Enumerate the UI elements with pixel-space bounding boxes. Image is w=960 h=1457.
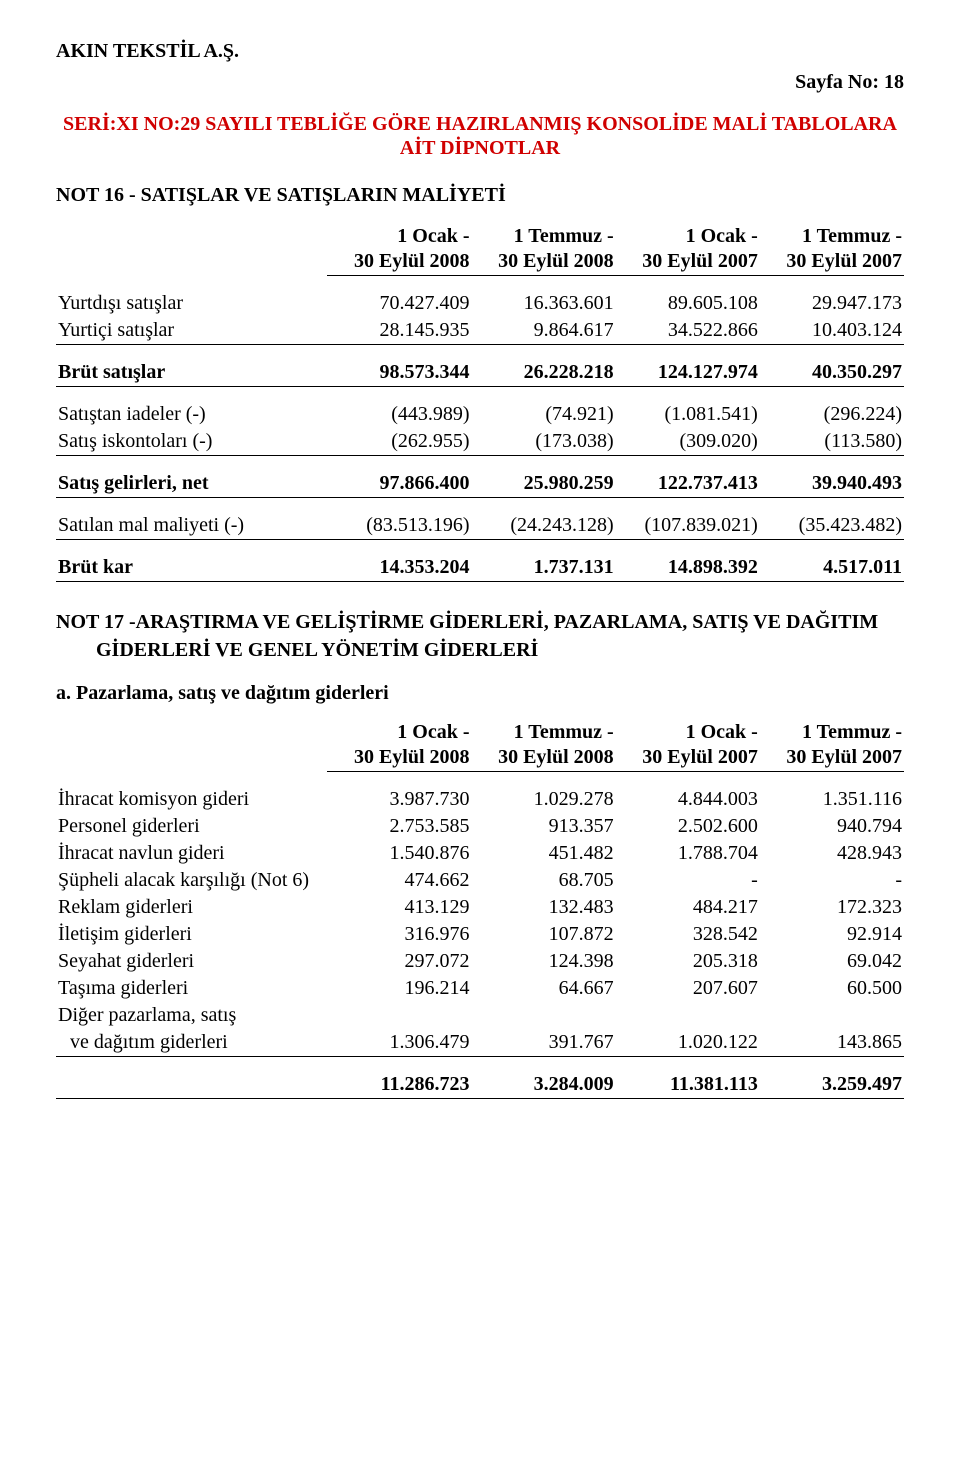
series-title-line2: AİT DİPNOTLAR xyxy=(56,137,904,160)
table-row: Satılan mal maliyeti (-) (83.513.196) (2… xyxy=(56,512,904,540)
period-header: 1 Ocak -30 Eylül 2007 xyxy=(616,719,760,772)
table-row: Satıştan iadeler (-) (443.989) (74.921) … xyxy=(56,401,904,428)
note16-heading: NOT 16 - SATIŞLAR VE SATIŞLARIN MALİYETİ xyxy=(56,184,904,207)
table-row: Yurtdışı satışlar 70.427.409 16.363.601 … xyxy=(56,290,904,317)
series-title-line1: SERİ:XI NO:29 SAYILI TEBLİĞE GÖRE HAZIRL… xyxy=(56,112,904,137)
note16-table: 1 Ocak -30 Eylül 2008 1 Temmuz -30 Eylül… xyxy=(56,223,904,582)
company-name: AKIN TEKSTİL A.Ş. xyxy=(56,40,904,63)
table-row: İhracat komisyon gideri3.987.7301.029.27… xyxy=(56,786,904,813)
table-row: Personel giderleri2.753.585913.3572.502.… xyxy=(56,813,904,840)
period-header: 1 Temmuz -30 Eylül 2007 xyxy=(760,719,904,772)
table-row: İhracat navlun gideri1.540.876451.4821.7… xyxy=(56,840,904,867)
period-header: 1 Ocak -30 Eylül 2008 xyxy=(327,719,471,772)
table-row: Taşıma giderleri196.21464.667207.60760.5… xyxy=(56,975,904,1002)
table-row-total: 11.286.7233.284.00911.381.1133.259.497 xyxy=(56,1071,904,1099)
note17-heading-line2: GİDERLERİ VE GENEL YÖNETİM GİDERLERİ xyxy=(96,639,904,662)
table-row: Satış iskontoları (-) (262.955) (173.038… xyxy=(56,428,904,456)
note17-table: 1 Ocak -30 Eylül 2008 1 Temmuz -30 Eylül… xyxy=(56,719,904,1099)
table-row-total: Brüt satışlar 98.573.344 26.228.218 124.… xyxy=(56,359,904,387)
table-row: Diğer pazarlama, satış xyxy=(56,1002,904,1029)
table-row: ve dağıtım giderleri1.306.479391.7671.02… xyxy=(56,1029,904,1057)
table-row-total: Satış gelirleri, net 97.866.400 25.980.2… xyxy=(56,470,904,498)
table-row: Şüpheli alacak karşılığı (Not 6)474.6626… xyxy=(56,867,904,894)
period-header: 1 Temmuz -30 Eylül 2008 xyxy=(472,223,616,276)
table-row: Reklam giderleri413.129132.483484.217172… xyxy=(56,894,904,921)
table-row: Seyahat giderleri297.072124.398205.31869… xyxy=(56,948,904,975)
period-header: 1 Ocak -30 Eylül 2008 xyxy=(327,223,471,276)
note17-sub-a: a. Pazarlama, satış ve dağıtım giderleri xyxy=(56,682,904,705)
page-number: Sayfa No: 18 xyxy=(56,71,904,94)
note16-thead: 1 Ocak -30 Eylül 2008 1 Temmuz -30 Eylül… xyxy=(56,223,904,276)
note17-heading-line1: NOT 17 -ARAŞTIRMA VE GELİŞTİRME GİDERLER… xyxy=(56,610,904,635)
note17-thead: 1 Ocak -30 Eylül 2008 1 Temmuz -30 Eylül… xyxy=(56,719,904,772)
period-header: 1 Temmuz -30 Eylül 2007 xyxy=(760,223,904,276)
table-row: İletişim giderleri316.976107.872328.5429… xyxy=(56,921,904,948)
period-header: 1 Ocak -30 Eylül 2007 xyxy=(616,223,760,276)
period-header: 1 Temmuz -30 Eylül 2008 xyxy=(472,719,616,772)
page-container: AKIN TEKSTİL A.Ş. Sayfa No: 18 SERİ:XI N… xyxy=(0,0,960,1457)
table-row: Yurtiçi satışlar 28.145.935 9.864.617 34… xyxy=(56,317,904,345)
table-row-total: Brüt kar 14.353.204 1.737.131 14.898.392… xyxy=(56,554,904,582)
